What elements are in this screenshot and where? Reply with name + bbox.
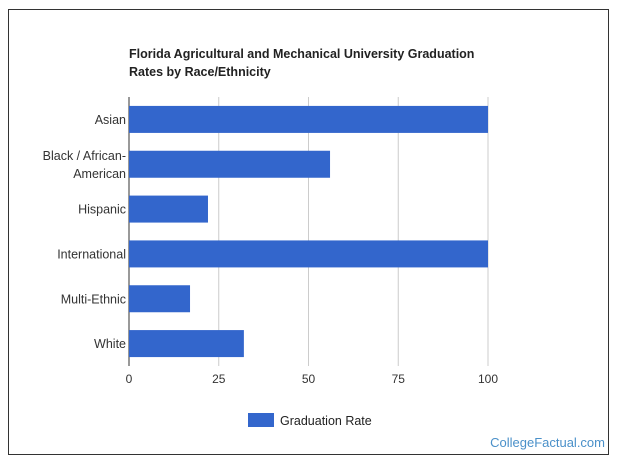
legend: Graduation Rate — [248, 413, 372, 428]
bar[interactable] — [129, 105, 488, 133]
category-labels: Asian Black / African- American Hispanic Int… — [43, 113, 126, 351]
legend-label[interactable]: Graduation Rate — [280, 414, 372, 428]
bars — [129, 105, 488, 358]
x-tick-label: 75 — [392, 372, 406, 386]
x-tick-label: 50 — [302, 372, 316, 386]
gridlines — [128, 97, 489, 366]
category-label: American — [73, 167, 126, 181]
bar[interactable] — [129, 150, 331, 178]
x-tick-label: 0 — [126, 372, 133, 386]
x-tick-labels: 0 25 50 75 100 — [126, 372, 499, 386]
legend-swatch — [248, 413, 274, 427]
category-label: White — [94, 337, 126, 351]
watermark-link[interactable]: CollegeFactual.com — [490, 435, 605, 450]
category-label: Hispanic — [78, 203, 126, 217]
bar[interactable] — [129, 195, 208, 223]
x-tick-label: 100 — [478, 372, 498, 386]
chart-title-line: Florida Agricultural and Mechanical Univ… — [129, 47, 474, 61]
chart-title: Florida Agricultural and Mechanical Univ… — [129, 47, 474, 79]
category-label: International — [57, 247, 126, 261]
category-label: Multi-Ethnic — [61, 292, 126, 306]
bar[interactable] — [129, 285, 191, 313]
bar[interactable] — [129, 330, 244, 358]
category-label: Asian — [95, 113, 126, 127]
chart-title-line: Rates by Race/Ethnicity — [129, 65, 271, 79]
category-label: Black / African- — [43, 149, 126, 163]
bar[interactable] — [129, 240, 488, 268]
x-tick-label: 25 — [212, 372, 226, 386]
